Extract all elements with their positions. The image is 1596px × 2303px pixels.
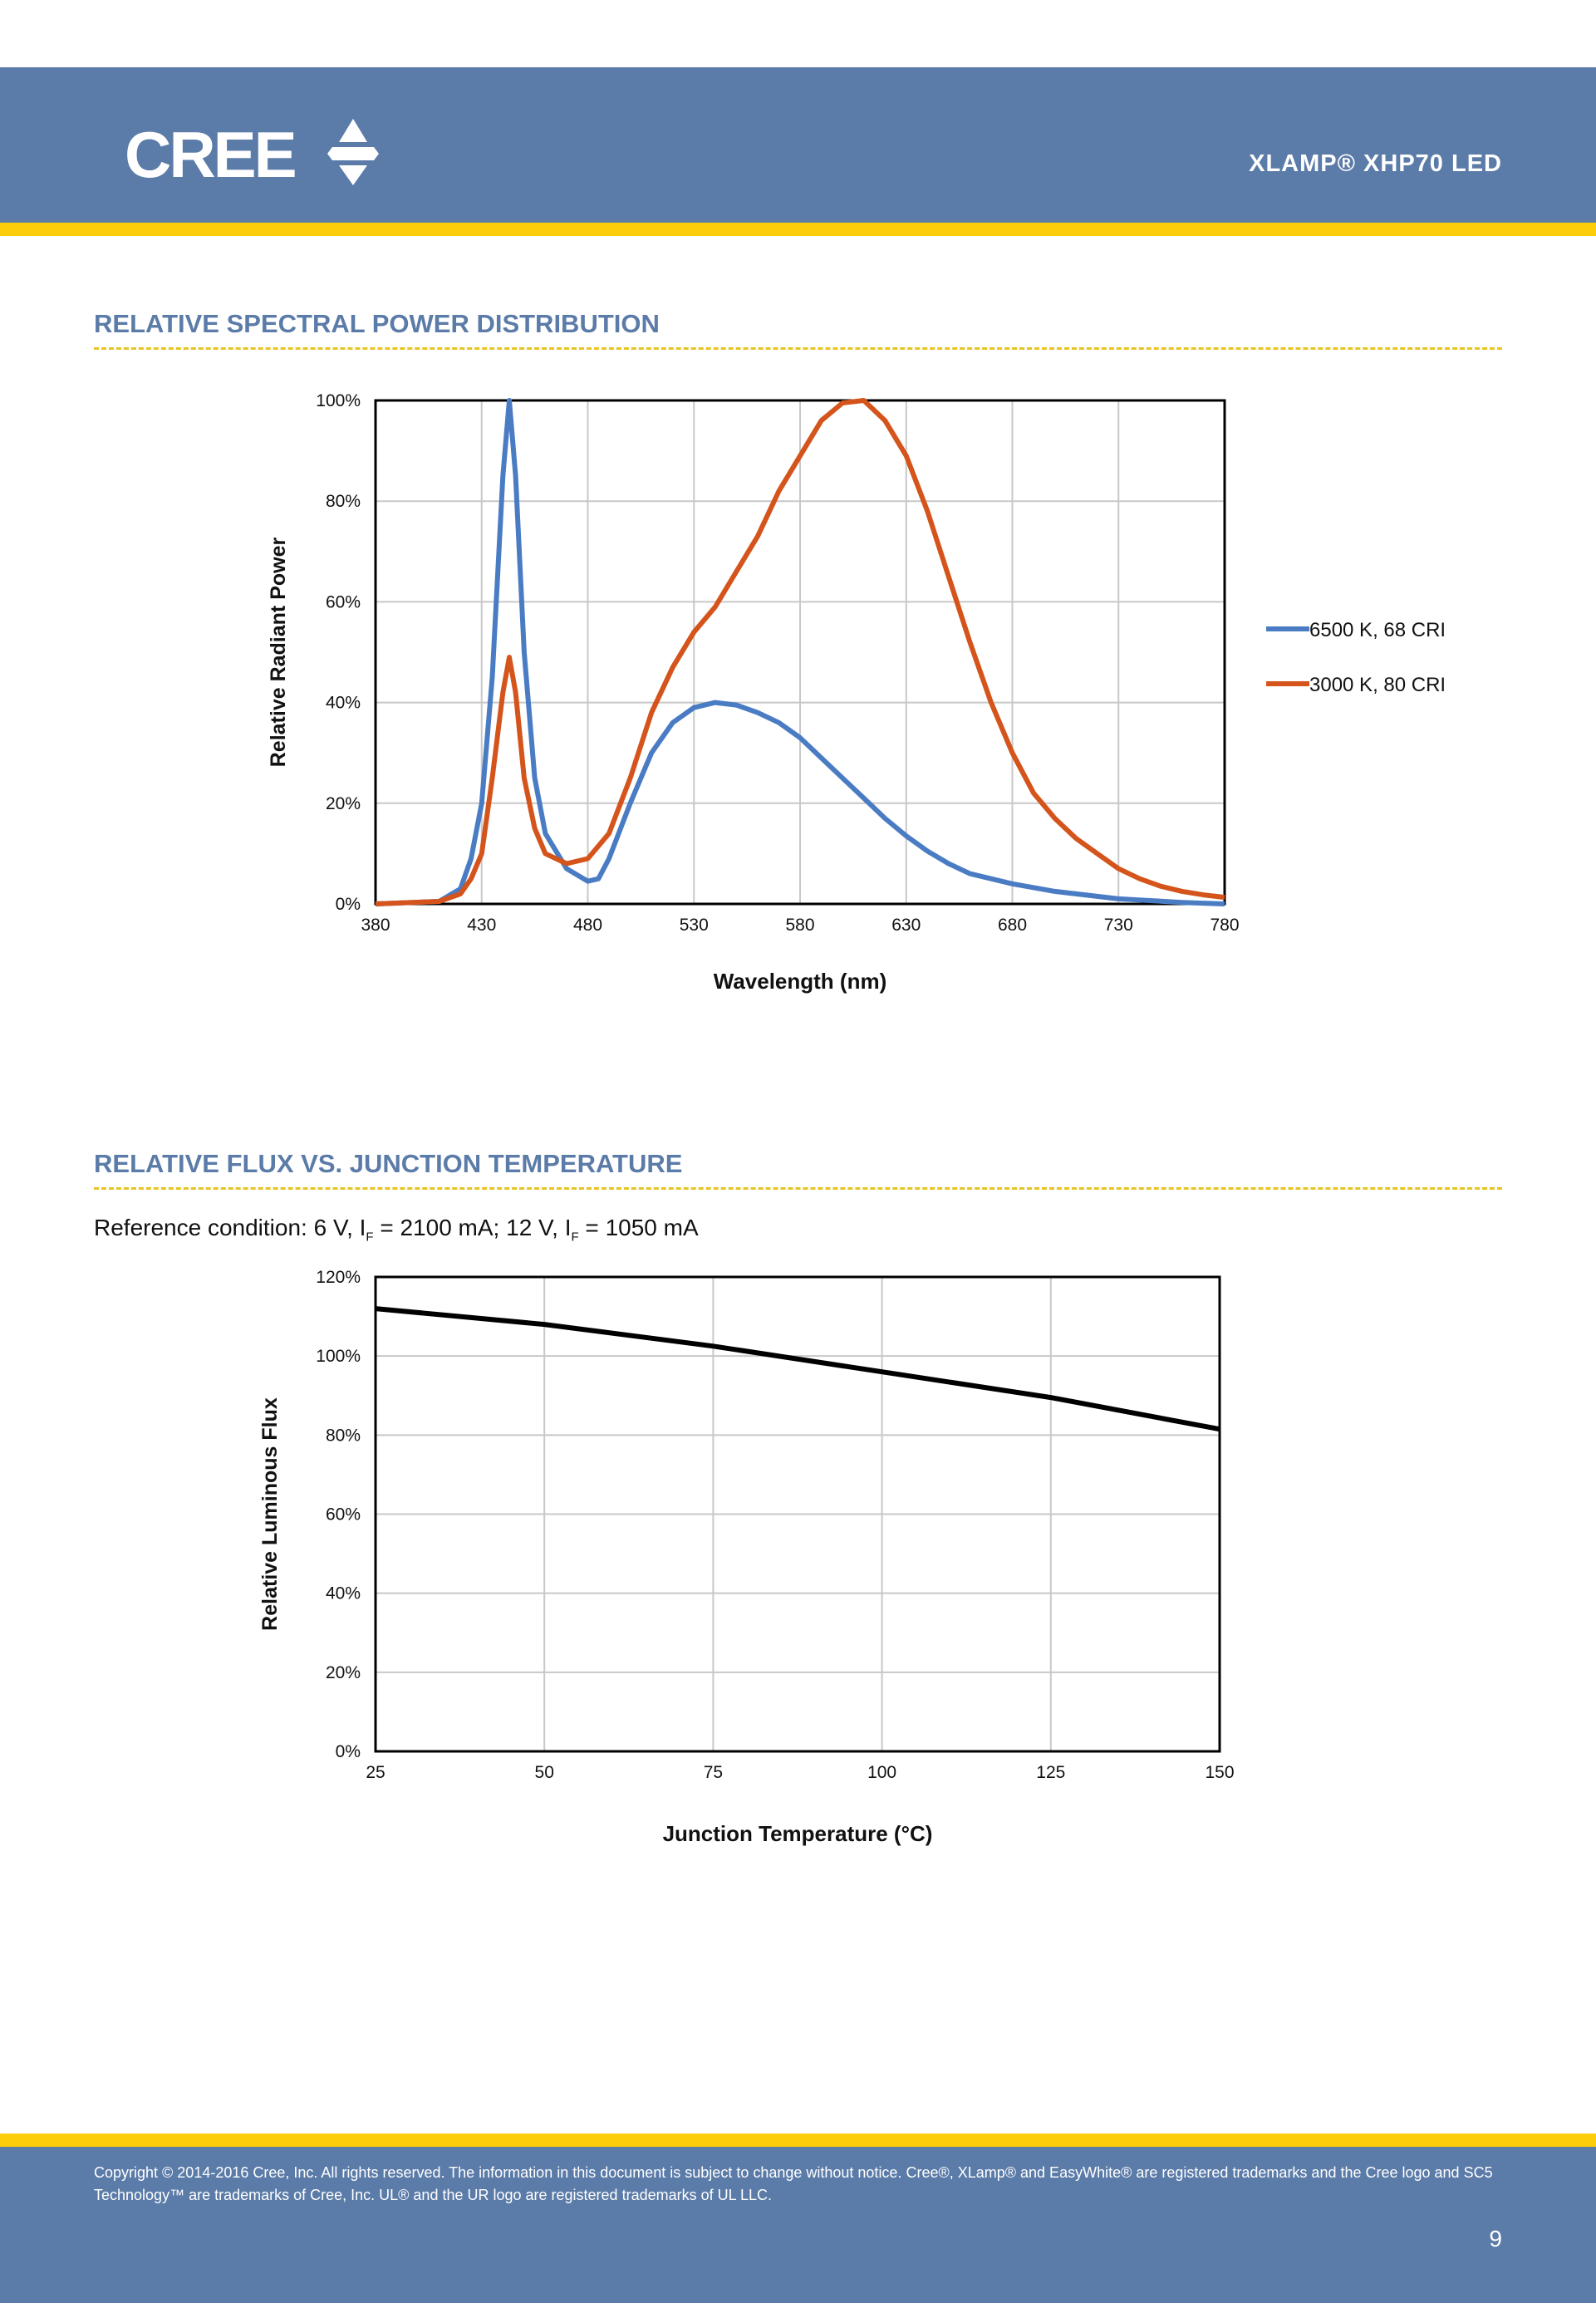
section-title-flux: RELATIVE FLUX VS. JUNCTION TEMPERATURE [94, 1149, 683, 1178]
ref-text: = 2100 mA; 12 V, I [373, 1215, 572, 1240]
header-stripe [0, 223, 1596, 236]
y-tick-label: 80% [326, 492, 361, 511]
plot-frame [374, 399, 1226, 906]
legend-label: 6500 K, 68 CRI [1309, 619, 1446, 641]
page-footer: Copyright © 2014-2016 Cree, Inc. All rig… [0, 2147, 1596, 2303]
y-tick-label: 60% [326, 592, 361, 611]
page-number: 9 [1489, 2226, 1502, 2251]
x-tick-label: 780 [1210, 916, 1239, 935]
cree-logo: CREE [125, 118, 297, 191]
y-tick-label: 120% [316, 1268, 361, 1287]
y-tick-label: 40% [326, 1584, 361, 1603]
x-tick-label: 630 [891, 916, 921, 935]
section-divider [94, 1187, 1502, 1190]
x-axis-title: Junction Temperature (°C) [663, 1821, 933, 1846]
flux-chart: 25 50 75 100 125 150 0% 20% 40% 60% 80% 100% 120% Jun… [258, 1268, 1235, 1846]
y-tick-label: 100% [316, 1347, 361, 1366]
series-line-0 [375, 1306, 1220, 1432]
reference-condition: Reference condition: 6 V, IF = 2100 mA; … [94, 1215, 699, 1245]
x-tick-label: 530 [680, 916, 709, 935]
x-tick-label: 50 [535, 1763, 554, 1782]
x-axis-title: Wavelength (nm) [714, 969, 886, 994]
ref-sub: F [571, 1230, 579, 1245]
x-tick-label: 730 [1104, 916, 1133, 935]
cree-logo-mark-icon [327, 119, 379, 185]
page-header: CREE XLAMP® XHP70 LED [0, 67, 1596, 223]
y-tick-label: 0% [336, 895, 361, 914]
legend-label: 3000 K, 80 CRI [1309, 674, 1446, 696]
y-tick-label: 80% [326, 1426, 361, 1445]
x-tick-label: 680 [998, 916, 1027, 935]
plot-frame [374, 1275, 1221, 1753]
spectral-chart: 380 430 480 530 580 630 680 730 780 0% 20% 40% 60% 80… [267, 391, 1446, 994]
x-tick-label: 75 [704, 1763, 723, 1782]
ref-text: Reference condition: 6 V, I [94, 1215, 366, 1240]
footer-stripe [0, 2134, 1596, 2147]
series-line-0 [375, 398, 1225, 906]
ref-sub: F [366, 1230, 374, 1245]
x-tick-label: 380 [361, 916, 390, 935]
y-tick-label: 40% [326, 694, 361, 713]
y-tick-label: 100% [316, 391, 361, 410]
x-tick-label: 150 [1205, 1763, 1234, 1782]
y-tick-label: 0% [336, 1742, 361, 1761]
y-tick-label: 20% [326, 794, 361, 813]
copyright-text: Copyright © 2014-2016 Cree, Inc. All rig… [94, 2164, 1493, 2203]
y-tick-label: 20% [326, 1663, 361, 1682]
x-tick-label: 430 [467, 916, 496, 935]
ref-text: = 1050 mA [578, 1215, 699, 1240]
y-axis-title: Relative Radiant Power [267, 537, 290, 767]
x-tick-label: 480 [573, 916, 602, 935]
x-tick-label: 125 [1036, 1763, 1065, 1782]
section-title-spd: RELATIVE SPECTRAL POWER DISTRIBUTION [94, 309, 660, 338]
x-tick-label: 580 [785, 916, 814, 935]
series-line-1 [375, 398, 1225, 906]
y-axis-title: Relative Luminous Flux [258, 1397, 282, 1631]
x-tick-label: 100 [867, 1763, 896, 1782]
section-divider [94, 347, 1502, 350]
y-tick-label: 60% [326, 1505, 361, 1525]
product-title: XLAMP® XHP70 LED [1249, 150, 1502, 177]
x-tick-label: 25 [366, 1763, 385, 1782]
